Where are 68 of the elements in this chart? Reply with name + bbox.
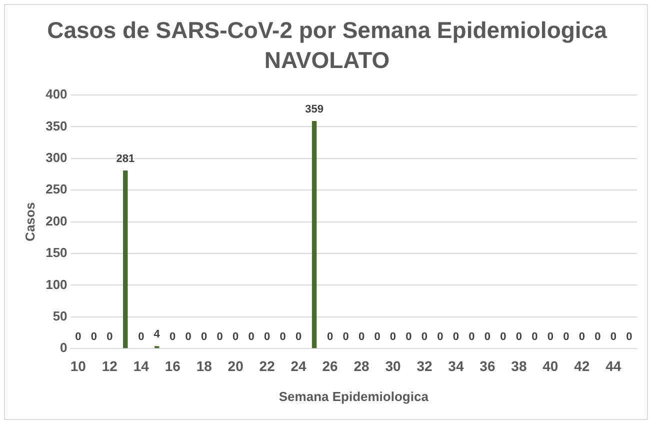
y-tick-label: 150 bbox=[46, 245, 68, 260]
data-label: 0 bbox=[75, 331, 82, 344]
data-label: 281 bbox=[116, 152, 135, 165]
bar bbox=[123, 170, 128, 348]
y-axis-title: Casos bbox=[22, 202, 38, 242]
x-tick-label: 40 bbox=[542, 358, 558, 374]
x-tick-label: 12 bbox=[102, 358, 118, 374]
data-label: 0 bbox=[532, 331, 538, 344]
data-label: 0 bbox=[374, 331, 380, 344]
x-axis-title: Semana Epidemiologica bbox=[278, 388, 430, 404]
x-tick-label: 24 bbox=[290, 358, 307, 374]
x-tick-label: 22 bbox=[259, 358, 276, 374]
x-tick-label: 38 bbox=[511, 358, 527, 374]
x-tick-label: 42 bbox=[574, 358, 590, 374]
data-label: 0 bbox=[516, 331, 522, 344]
data-label: 0 bbox=[563, 331, 570, 344]
y-tick-label: 100 bbox=[46, 276, 68, 292]
data-label: 0 bbox=[406, 331, 412, 344]
data-label: 0 bbox=[170, 331, 176, 344]
y-tick-label: 50 bbox=[52, 308, 68, 324]
y-tick-label: 0 bbox=[60, 340, 68, 356]
y-tick-label: 300 bbox=[46, 150, 68, 165]
x-tick-label: 18 bbox=[196, 358, 212, 374]
data-label: 0 bbox=[264, 331, 270, 344]
x-tick-label: 10 bbox=[70, 358, 86, 374]
data-label: 0 bbox=[421, 331, 428, 344]
data-label: 0 bbox=[610, 331, 616, 344]
x-tick-label: 44 bbox=[606, 358, 622, 374]
bar bbox=[312, 120, 317, 348]
data-label: 0 bbox=[452, 331, 460, 344]
data-label: 0 bbox=[295, 331, 302, 344]
data-label: 0 bbox=[547, 331, 554, 344]
data-label: 0 bbox=[326, 331, 334, 344]
data-label: 0 bbox=[201, 331, 208, 344]
data-label: 0 bbox=[106, 331, 113, 344]
x-tick-label: 32 bbox=[416, 358, 432, 374]
data-label: 0 bbox=[90, 331, 97, 344]
x-tick-label: 34 bbox=[448, 358, 464, 374]
data-label: 0 bbox=[248, 331, 254, 344]
y-tick-label: 400 bbox=[46, 86, 68, 102]
x-tick-label: 36 bbox=[480, 358, 496, 374]
data-label: 359 bbox=[305, 104, 324, 116]
y-tick-label: 200 bbox=[46, 213, 68, 228]
data-label: 0 bbox=[216, 331, 223, 344]
data-label: 0 bbox=[390, 331, 396, 344]
chart-title: Casos de SARS-CoV-2 por Semana Epidemiologica NAVOLATO bbox=[46, 16, 608, 75]
data-label: 0 bbox=[484, 331, 491, 344]
data-label: 0 bbox=[280, 331, 286, 344]
y-tick-label: 250 bbox=[46, 182, 68, 197]
data-label: 0 bbox=[437, 331, 444, 344]
data-label: 0 bbox=[578, 331, 585, 344]
data-label: 0 bbox=[594, 331, 601, 344]
data-label: 0 bbox=[185, 331, 192, 344]
data-label: 0 bbox=[138, 331, 144, 344]
data-label: 0 bbox=[232, 331, 239, 344]
data-label: 0 bbox=[468, 331, 475, 344]
data-label: 0 bbox=[358, 331, 365, 344]
y-tick-label: 350 bbox=[46, 118, 68, 134]
x-tick-label: 14 bbox=[133, 358, 150, 374]
x-tick-label: 30 bbox=[385, 358, 401, 374]
x-tick-label: 16 bbox=[164, 358, 181, 374]
x-tick-label: 26 bbox=[322, 358, 338, 374]
data-label: 0 bbox=[342, 331, 349, 344]
data-label: 0 bbox=[626, 331, 632, 344]
data-label: 4 bbox=[154, 328, 161, 341]
x-tick-label: 20 bbox=[228, 358, 244, 374]
data-label: 0 bbox=[500, 331, 506, 344]
x-tick-label: 28 bbox=[354, 358, 370, 374]
